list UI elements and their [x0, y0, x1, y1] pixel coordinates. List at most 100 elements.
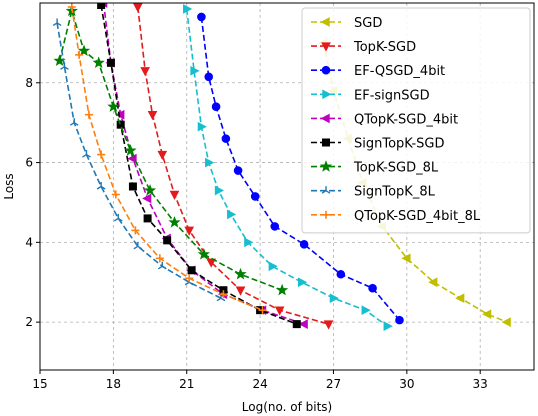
data-point-sgd: [482, 309, 492, 319]
data-point-topk-sgd-8l: [107, 100, 120, 112]
legend-marker: [322, 89, 332, 100]
legend-label: TopK-SGD: [353, 40, 416, 55]
data-point-topk-sgd-8l: [275, 283, 289, 296]
series-qtopk-sgd-4bit-8l: [67, 3, 267, 315]
data-point-ef-signsgd: [361, 305, 371, 315]
legend-label: QTopK-SGD_4bit_8L: [354, 209, 481, 224]
data-point-qtopk-sgd-4bit-8l: [155, 254, 164, 263]
data-point-topk-sgd: [323, 320, 334, 330]
data-point-ef-qsgd-4bit: [197, 12, 206, 22]
data-point-ef-signsgd: [214, 185, 224, 196]
y-tick-label: 2: [25, 315, 33, 329]
data-point-ef-signsgd: [383, 321, 393, 331]
series-line-signtopk-sgd: [100, 4, 298, 325]
plot-frame: [39, 2, 535, 371]
data-point-signtopk-sgd: [97, 3, 106, 9]
data-point-sgd: [401, 253, 411, 264]
series-line-ef-signsgd: [185, 8, 388, 327]
data-point-signtopk-8l: [69, 118, 79, 126]
data-point-ef-qsgd-4bit: [211, 102, 221, 112]
data-point-signtopk-sgd: [128, 182, 137, 191]
series-line-qtopk-sgd-4bit: [102, 3, 305, 325]
series-signtopk-sgd: [97, 3, 301, 329]
data-point-ef-qsgd-4bit: [299, 240, 309, 249]
data-point-ef-qsgd-4bit: [395, 315, 404, 325]
legend-box: [301, 7, 531, 234]
data-point-ef-qsgd-4bit: [270, 222, 280, 231]
data-point-ef-qsgd-4bit: [336, 269, 346, 279]
legend-item-sgd: SGD: [311, 16, 382, 31]
legend-label: SignTopK-SGD: [354, 137, 444, 152]
data-point-sgd: [455, 293, 465, 304]
data-point-ef-signsgd: [205, 157, 215, 168]
legend-item-ef-qsgd-4bit: EF-QSGD_4bit: [311, 64, 445, 79]
data-point-topk-sgd: [274, 306, 285, 316]
series-line-topk-sgd-8l: [58, 7, 283, 291]
data-point-topk-sgd-8l: [143, 184, 157, 196]
data-point-ef-qsgd-4bit: [233, 166, 243, 175]
legend-item-qtopk-sgd-4bit-8l: QTopK-SGD_4bit_8L: [311, 209, 481, 224]
y-axis-label: Loss: [2, 173, 16, 199]
legend-item-signtopk-sgd: SignTopK-SGD: [311, 137, 444, 152]
y-tick-label: 8: [25, 76, 33, 90]
legend-marker: [321, 65, 331, 75]
legend: SGD TopK-SGD EF-QSGD_4bit EF-signSGD QTopK-S…: [301, 7, 531, 234]
data-point-signtopk-8l: [113, 213, 123, 222]
data-point-ef-qsgd-4bit: [221, 134, 231, 143]
data-point-ef-signsgd: [197, 121, 207, 132]
legend-marker: [320, 113, 330, 124]
series-topk-sgd: [132, 3, 334, 330]
legend-marker: [319, 160, 333, 172]
series-signtopk-8l: [52, 18, 226, 302]
data-point-qtopk-sgd-4bit: [298, 319, 308, 329]
series-topk-sgd-8l: [53, 4, 289, 296]
data-point-sgd: [501, 317, 511, 327]
data-point-ef-signsgd: [329, 293, 339, 304]
data-point-qtopk-sgd-4bit-8l: [258, 306, 267, 315]
legend-item-topk-sgd: TopK-SGD: [311, 40, 416, 55]
data-point-qtopk-sgd-4bit-8l: [84, 110, 93, 119]
x-tick-label: 33: [473, 377, 488, 391]
x-tick-label: 27: [326, 377, 341, 391]
data-point-ef-qsgd-4bit: [204, 72, 214, 82]
data-point-signtopk-sgd: [292, 320, 301, 329]
legend-label: SGD: [354, 16, 382, 31]
data-point-signtopk-sgd: [106, 58, 115, 67]
data-point-topk-sgd-8l: [124, 144, 137, 156]
data-point-signtopk-8l: [133, 241, 143, 250]
legend-item-topk-sgd-8l: TopK-SGD_8L: [311, 160, 439, 176]
series-line-qtopk-sgd-4bit-8l: [71, 6, 263, 311]
data-point-ef-qsgd-4bit: [250, 192, 260, 201]
data-point-qtopk-sgd-4bit-8l: [219, 290, 228, 299]
x-tick-label: 21: [179, 377, 194, 391]
data-point-ef-signsgd: [190, 65, 200, 76]
data-point-topk-sgd-8l: [234, 267, 247, 280]
data-point-topk-sgd: [140, 67, 150, 77]
data-point-ef-signsgd: [268, 261, 278, 272]
data-point-topk-sgd: [235, 286, 246, 296]
data-point-signtopk-8l: [52, 18, 62, 27]
data-point-qtopk-sgd-4bit-8l: [185, 274, 194, 283]
series-ef-signsgd: [183, 4, 393, 331]
data-point-qtopk-sgd-4bit-8l: [111, 190, 120, 199]
data-point-ef-qsgd-4bit: [368, 283, 377, 293]
data-point-signtopk-8l: [157, 261, 167, 270]
data-point-signtopk-8l: [96, 182, 106, 190]
data-point-qtopk-sgd-4bit: [142, 193, 152, 204]
x-tick-label: 18: [106, 377, 121, 391]
data-point-signtopk-8l: [60, 62, 69, 70]
data-point-qtopk-sgd-4bit-8l: [67, 3, 76, 11]
data-point-topk-sgd: [169, 190, 180, 200]
data-point-ef-signsgd: [297, 277, 308, 288]
data-point-ef-signsgd: [244, 237, 254, 248]
data-point-topk-sgd-8l: [92, 56, 105, 69]
data-point-signtopk-8l: [82, 150, 91, 158]
data-point-qtopk-sgd-4bit-8l: [97, 150, 106, 159]
legend-marker: [320, 17, 330, 27]
data-point-topk-sgd: [157, 150, 168, 161]
data-point-topk-sgd: [184, 226, 195, 236]
data-point-qtopk-sgd-4bit-8l: [131, 226, 140, 235]
data-point-signtopk-sgd: [163, 236, 172, 245]
